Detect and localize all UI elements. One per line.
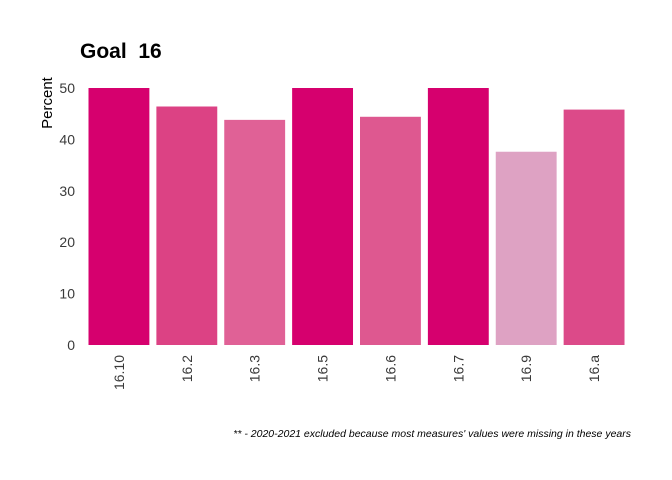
x-tick-label: 16.a [586,355,602,382]
x-tick-label: 16.2 [179,355,195,382]
bar-16-a [563,109,625,345]
y-tick-label: 40 [59,131,75,147]
bar-16-7 [427,88,489,345]
x-axis-ticks: 16.10 16.2 16.3 16.5 16.6 16.7 16.9 16.a [111,355,602,390]
bar-16-5 [292,88,354,345]
bar-16-10 [88,88,150,345]
y-axis-ticks: 0 10 20 30 40 50 [59,80,75,353]
x-tick-label: 16.5 [315,355,331,382]
bars-group [88,88,625,346]
bar-16-9 [495,151,557,345]
y-tick-label: 30 [59,183,75,199]
x-tick-label: 16.9 [518,355,534,382]
y-tick-label: 50 [59,80,75,96]
bar-16-2 [156,106,218,345]
y-tick-label: 10 [59,286,75,302]
x-tick-label: 16.6 [382,355,398,382]
x-tick-label: 16.3 [247,355,263,382]
footnote: ** - 2020-2021 excluded because most mea… [233,428,631,440]
y-tick-label: 0 [67,337,75,353]
x-tick-label: 16.7 [450,355,466,382]
x-tick-label: 16.10 [111,355,127,390]
chart-title: Goal 16 [80,40,162,63]
y-tick-label: 20 [59,234,75,250]
bar-16-3 [224,119,286,346]
bar-16-6 [360,116,421,345]
y-axis-title: Percent [39,76,56,129]
